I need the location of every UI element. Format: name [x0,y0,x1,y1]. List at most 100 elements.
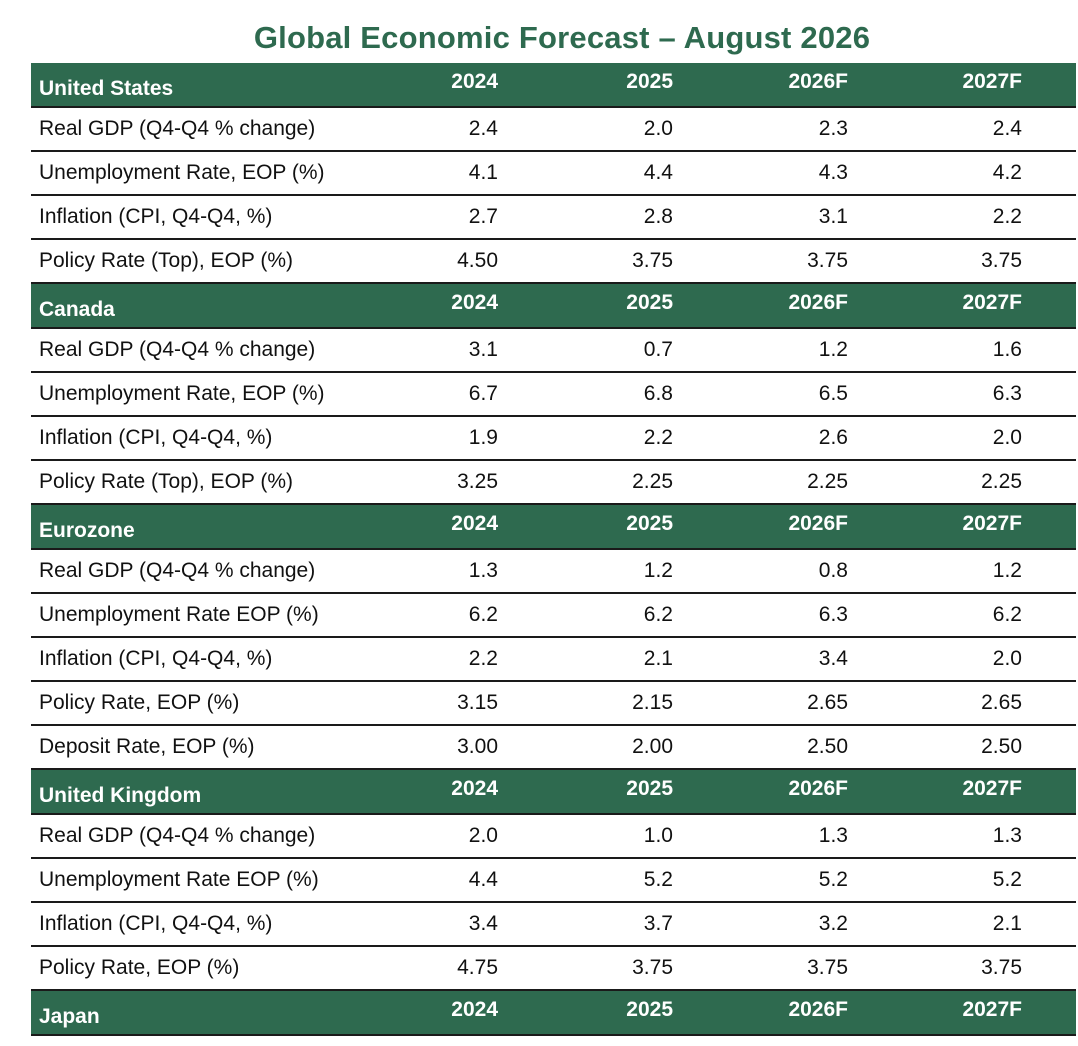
value-cell: 4.75 [457,956,498,979]
value-cell: 3.75 [807,956,848,979]
year-header: 2025 [626,776,673,800]
table-row: Inflation (CPI, Q4-Q4, %) 2.7 2.8 3.1 2.2 [31,196,1076,240]
value-cell: 2.0 [992,426,1022,449]
year-header: 2024 [451,511,498,535]
value-cell: 1.9 [468,426,498,449]
indicator-label: Policy Rate, EOP (%) [39,956,240,979]
value-cell: 3.25 [457,470,498,493]
value-cell: 2.25 [632,470,673,493]
year-header: 2025 [626,69,673,93]
value-cell: 4.1 [468,161,498,184]
value-cell: 3.7 [643,912,673,935]
year-header: 2027F [962,997,1022,1021]
year-header: 2025 [626,511,673,535]
table-row: Policy Rate, EOP (%) 4.75 3.75 3.75 3.75 [31,947,1076,991]
indicator-label: Real GDP (Q4-Q4 % change) [39,559,316,582]
table-row: Policy Rate (Top), EOP (%) 3.25 2.25 2.25 2.… [31,461,1076,505]
value-cell: 3.75 [632,249,673,272]
region-name: Eurozone [39,518,135,542]
value-cell: 5.2 [643,868,673,891]
indicator-label: Inflation (CPI, Q4-Q4, %) [39,205,273,228]
value-cell: 2.2 [643,426,673,449]
indicator-label: Real GDP (Q4-Q4 % change) [39,824,316,847]
value-cell: 0.7 [643,338,673,361]
indicator-label: Real GDP (Q4-Q4 % change) [39,338,316,361]
table-row: Real GDP (Q4-Q4 % change) 3.1 0.7 1.2 1.6 [31,329,1076,373]
year-header: 2026F [788,511,848,535]
forecast-table: United States 2024 2025 2026F 2027F Real GDP … [31,63,1076,1036]
value-cell: 2.0 [468,824,498,847]
value-cell: 3.1 [468,338,498,361]
value-cell: 6.2 [643,603,673,626]
indicator-label: Policy Rate (Top), EOP (%) [39,470,294,493]
value-cell: 2.4 [468,117,498,140]
year-header: 2026F [788,69,848,93]
year-header: 2025 [626,997,673,1021]
value-cell: 6.7 [468,382,498,405]
value-cell: 6.2 [468,603,498,626]
region-name: United Kingdom [39,783,202,807]
indicator-label: Unemployment Rate, EOP (%) [39,382,325,405]
table-row: Inflation (CPI, Q4-Q4, %) 3.4 3.7 3.2 2.1 [31,903,1076,947]
value-cell: 3.00 [457,735,498,758]
region-header-row: Canada 2024 2025 2026F 2027F [31,284,1076,329]
year-header: 2025 [626,290,673,314]
value-cell: 2.3 [818,117,848,140]
value-cell: 6.2 [992,603,1022,626]
value-cell: 3.4 [468,912,498,935]
value-cell: 6.5 [818,382,848,405]
region-name: Canada [39,297,115,321]
value-cell: 2.15 [632,691,673,714]
value-cell: 2.2 [992,205,1022,228]
value-cell: 2.25 [981,470,1022,493]
value-cell: 2.65 [981,691,1022,714]
value-cell: 3.1 [818,205,848,228]
value-cell: 1.6 [992,338,1022,361]
value-cell: 4.2 [992,161,1022,184]
value-cell: 3.2 [818,912,848,935]
table-row: Inflation (CPI, Q4-Q4, %) 2.2 2.1 3.4 2.0 [31,638,1076,682]
year-header: 2026F [788,290,848,314]
table-row: Unemployment Rate EOP (%) 4.4 5.2 5.2 5.2 [31,859,1076,903]
year-header: 2024 [451,290,498,314]
value-cell: 2.2 [468,647,498,670]
value-cell: 2.25 [807,470,848,493]
year-header: 2024 [451,69,498,93]
region-header-row: United Kingdom 2024 2025 2026F 2027F [31,770,1076,815]
value-cell: 2.50 [981,735,1022,758]
indicator-label: Inflation (CPI, Q4-Q4, %) [39,426,273,449]
region-header-row: Eurozone 2024 2025 2026F 2027F [31,505,1076,550]
value-cell: 3.75 [807,249,848,272]
value-cell: 2.65 [807,691,848,714]
indicator-label: Inflation (CPI, Q4-Q4, %) [39,912,273,935]
value-cell: 2.6 [818,426,848,449]
indicator-label: Policy Rate, EOP (%) [39,691,240,714]
value-cell: 2.0 [992,647,1022,670]
table-row: Inflation (CPI, Q4-Q4, %) 1.9 2.2 2.6 2.0 [31,417,1076,461]
region-name: United States [39,76,174,100]
value-cell: 1.3 [818,824,848,847]
year-header: 2027F [962,290,1022,314]
value-cell: 3.4 [818,647,848,670]
year-header: 2026F [788,776,848,800]
indicator-label: Unemployment Rate EOP (%) [39,868,319,891]
region-header-row: Japan 2024 2025 2026F 2027F [31,991,1076,1036]
table-row: Deposit Rate, EOP (%) 3.00 2.00 2.50 2.50 [31,726,1076,770]
value-cell: 3.15 [457,691,498,714]
value-cell: 6.3 [818,603,848,626]
indicator-label: Policy Rate (Top), EOP (%) [39,249,294,272]
value-cell: 1.2 [643,559,673,582]
value-cell: 4.3 [818,161,848,184]
value-cell: 2.1 [992,912,1022,935]
indicator-label: Inflation (CPI, Q4-Q4, %) [39,647,273,670]
value-cell: 6.3 [992,382,1022,405]
value-cell: 2.0 [643,117,673,140]
year-header: 2027F [962,776,1022,800]
value-cell: 2.50 [807,735,848,758]
page-title: Global Economic Forecast – August 2026 [253,20,871,55]
value-cell: 4.4 [643,161,673,184]
table-row: Unemployment Rate, EOP (%) 4.1 4.4 4.3 4.2 [31,152,1076,196]
value-cell: 3.75 [632,956,673,979]
year-header: 2026F [788,997,848,1021]
value-cell: 6.8 [643,382,673,405]
